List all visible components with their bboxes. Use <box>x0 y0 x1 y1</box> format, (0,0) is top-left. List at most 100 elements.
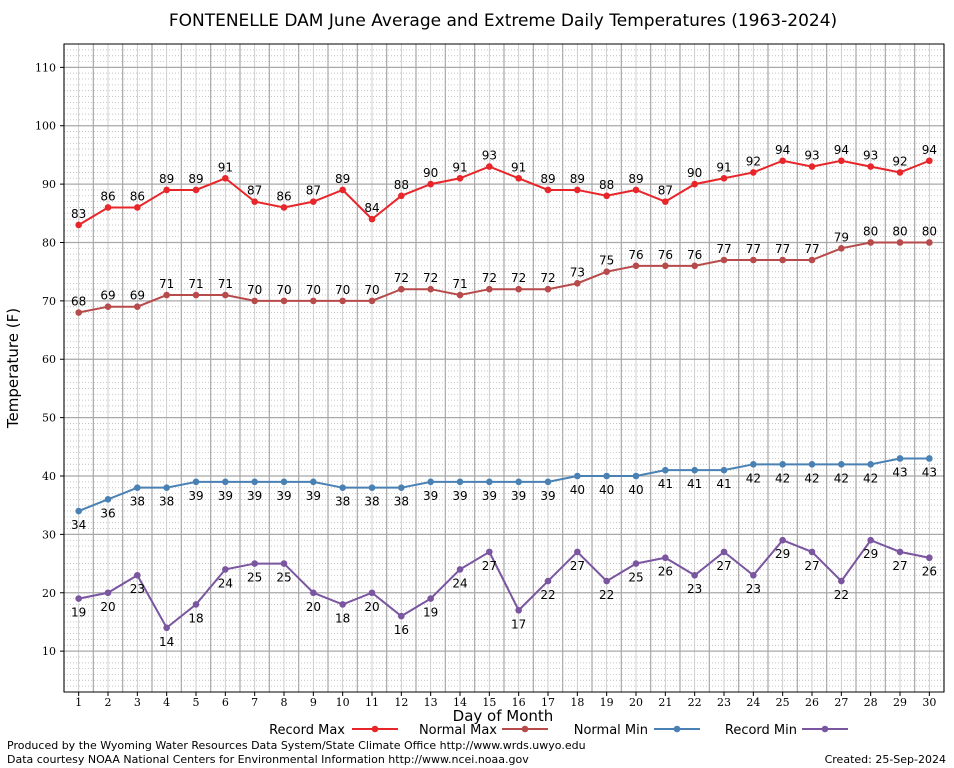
normal-max-point <box>427 285 434 293</box>
normal-min-data-label: 36 <box>100 506 115 520</box>
record-max-point <box>368 215 376 223</box>
record-max-point <box>310 198 317 205</box>
x-tick-label: 17 <box>541 696 555 709</box>
normal-min-data-label: 34 <box>71 518 86 532</box>
record-max-data-label: 92 <box>746 154 761 168</box>
normal-max-data-label: 73 <box>570 265 585 279</box>
normal-max-point <box>515 285 522 293</box>
record-min-point <box>838 577 845 585</box>
footer-created-date: Created: 25-Sep-2024 <box>825 753 946 766</box>
normal-min-data-label: 39 <box>276 489 291 503</box>
normal-max-point <box>896 239 904 246</box>
normal-max-data-label: 77 <box>804 242 819 256</box>
normal-max-data-label: 70 <box>247 283 262 297</box>
x-tick-label: 9 <box>310 696 317 709</box>
record-min-point <box>75 595 82 602</box>
record-max-data-label: 86 <box>130 189 145 203</box>
record-min-data-label: 14 <box>159 635 174 649</box>
x-tick-label: 13 <box>424 696 438 709</box>
x-tick-label: 29 <box>893 696 907 709</box>
normal-min-data-label: 39 <box>218 489 233 503</box>
record-max-data-label: 93 <box>863 149 878 163</box>
normal-max-data-label: 71 <box>188 277 203 291</box>
normal-min-point <box>720 466 728 474</box>
record-min-point <box>192 601 200 608</box>
normal-min-point <box>515 478 522 486</box>
x-tick-label: 8 <box>281 696 288 709</box>
normal-min-point <box>486 478 493 486</box>
normal-min-point <box>691 466 698 474</box>
normal-max-data-label: 77 <box>746 242 761 256</box>
record-max-data-label: 88 <box>599 178 614 192</box>
y-tick-label: 20 <box>42 587 56 600</box>
record-max-point <box>896 169 904 176</box>
legend-marker <box>673 725 681 733</box>
normal-min-point <box>163 484 170 491</box>
record-max-data-label: 93 <box>482 149 497 163</box>
record-max-data-label: 90 <box>423 166 438 180</box>
normal-max-point <box>720 256 728 264</box>
normal-min-data-label: 40 <box>570 483 585 497</box>
record-max-point <box>104 204 112 211</box>
normal-max-data-label: 68 <box>71 295 86 309</box>
record-max-point <box>134 204 141 211</box>
record-min-point <box>280 560 288 567</box>
record-max-data-label: 84 <box>364 201 379 215</box>
x-tick-label: 16 <box>512 696 526 709</box>
normal-min-data-label: 43 <box>892 465 907 479</box>
record-max-data-label: 90 <box>687 166 702 180</box>
record-max-point <box>574 186 581 194</box>
normal-min-point <box>368 484 376 491</box>
record-max-point <box>163 186 170 194</box>
normal-max-point <box>339 297 346 305</box>
normal-max-point <box>368 297 376 305</box>
normal-min-data-label: 42 <box>775 471 790 485</box>
record-max-data-label: 91 <box>452 160 467 174</box>
x-tick-label: 2 <box>105 696 112 709</box>
legend-marker <box>371 725 379 733</box>
normal-min-point <box>134 484 141 491</box>
record-min-data-label: 20 <box>100 600 115 614</box>
normal-max-point <box>808 256 816 264</box>
normal-min-data-label: 39 <box>540 489 555 503</box>
record-max-data-label: 89 <box>335 172 350 186</box>
legend-item-record-min: Record Min <box>725 723 848 738</box>
x-tick-label: 1 <box>75 696 82 709</box>
normal-max-point <box>104 303 112 311</box>
x-tick-label: 7 <box>251 696 258 709</box>
record-max-data-label: 87 <box>306 184 321 198</box>
grid <box>63 43 945 693</box>
footer-data-courtesy: Data courtesy NOAA National Centers for … <box>7 753 529 766</box>
y-tick-label: 100 <box>35 120 56 133</box>
normal-min-point <box>222 478 229 486</box>
record-min-data-label: 22 <box>540 588 555 602</box>
normal-max-data-label: 72 <box>482 271 497 285</box>
record-min-data-label: 25 <box>247 571 262 585</box>
record-max-data-label: 88 <box>394 178 409 192</box>
normal-min-data-label: 38 <box>335 495 350 509</box>
record-min-data-label: 27 <box>570 559 585 573</box>
normal-min-point <box>251 478 258 486</box>
record-max-point <box>867 163 874 170</box>
record-max-point <box>75 221 82 229</box>
record-max-point <box>251 198 258 205</box>
x-tick-label: 26 <box>805 696 819 709</box>
record-min-data-label: 20 <box>364 600 379 614</box>
record-max-data-label: 93 <box>804 149 819 163</box>
normal-min-point <box>603 472 610 480</box>
record-min-point <box>662 554 669 562</box>
normal-min-point <box>926 455 933 462</box>
record-min-point <box>134 571 141 579</box>
normal-max-point <box>192 291 200 299</box>
normal-max-point <box>398 285 405 293</box>
normal-min-data-label: 41 <box>658 477 673 491</box>
y-tick-label: 70 <box>42 295 56 308</box>
normal-min-point <box>280 478 288 486</box>
record-max-data-label: 91 <box>716 160 731 174</box>
normal-min-point <box>398 484 405 491</box>
normal-min-point <box>896 455 904 462</box>
record-min-data-label: 22 <box>834 588 849 602</box>
normal-max-point <box>867 239 874 246</box>
normal-max-data-label: 71 <box>452 277 467 291</box>
record-max-point <box>544 186 552 194</box>
